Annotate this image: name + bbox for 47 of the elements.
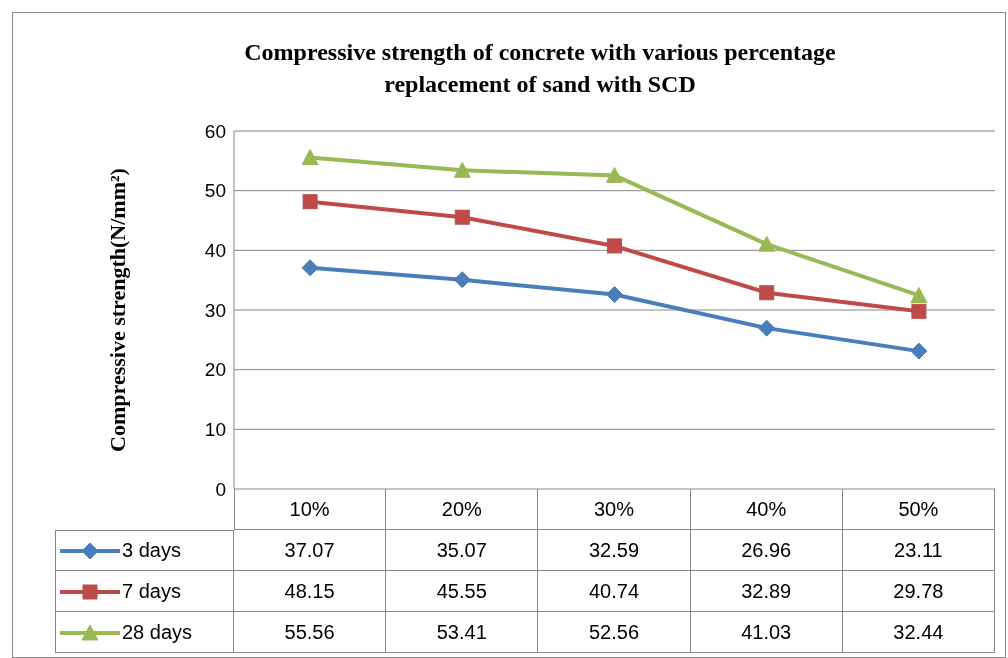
data-label: 26.96 — [690, 530, 843, 571]
x-tick-label: 40% — [690, 489, 843, 530]
point — [911, 303, 927, 319]
x-tick-label: 30% — [538, 489, 691, 530]
point — [758, 235, 776, 252]
chart-title: Compressive strength of concrete with various percentage replacement of sand with SCD — [243, 38, 837, 99]
point — [301, 148, 319, 165]
point — [453, 271, 471, 289]
data-label: 32.89 — [690, 571, 843, 612]
data-label: 41.03 — [690, 612, 843, 653]
point — [607, 238, 622, 254]
y-tick-label: 30 — [204, 299, 226, 321]
data-label: 40.74 — [538, 571, 691, 612]
data-label: 37.07 — [234, 530, 387, 571]
data-label: 32.59 — [538, 530, 691, 571]
data-label: 35.07 — [386, 530, 539, 571]
point — [606, 166, 623, 183]
y-tick-label: 40 — [204, 240, 226, 262]
point — [454, 209, 470, 225]
data-label: 53.41 — [386, 612, 539, 653]
point — [301, 259, 319, 277]
data-label: 48.15 — [234, 571, 387, 612]
x-tick-label: 20% — [386, 489, 539, 530]
y-tick-label: 50 — [204, 180, 226, 202]
point — [758, 319, 776, 337]
y-tick-label: 0 — [215, 478, 226, 500]
point — [910, 342, 928, 360]
data-label: 29.78 — [842, 571, 995, 612]
data-label: 52.56 — [538, 612, 691, 653]
data-label: 45.55 — [386, 571, 539, 612]
legend-label: 28 days — [122, 621, 193, 644]
data-label: 23.11 — [842, 530, 995, 571]
legend-label: 3 days — [122, 539, 181, 562]
data-label: 32.44 — [842, 612, 995, 653]
point — [302, 194, 318, 210]
y-tick-label: 20 — [204, 359, 226, 381]
point — [759, 285, 775, 301]
y-tick-label: 60 — [204, 120, 226, 142]
point — [910, 286, 928, 303]
y-tick-label: 10 — [204, 419, 226, 441]
legend-label: 7 days — [122, 580, 181, 603]
x-tick-label: 50% — [842, 489, 995, 530]
point — [606, 286, 623, 304]
data-label: 55.56 — [234, 612, 387, 653]
y-axis-title: Compressive strength(N/mm²) — [105, 168, 131, 452]
x-tick-label: 10% — [234, 489, 387, 530]
point — [453, 161, 471, 178]
